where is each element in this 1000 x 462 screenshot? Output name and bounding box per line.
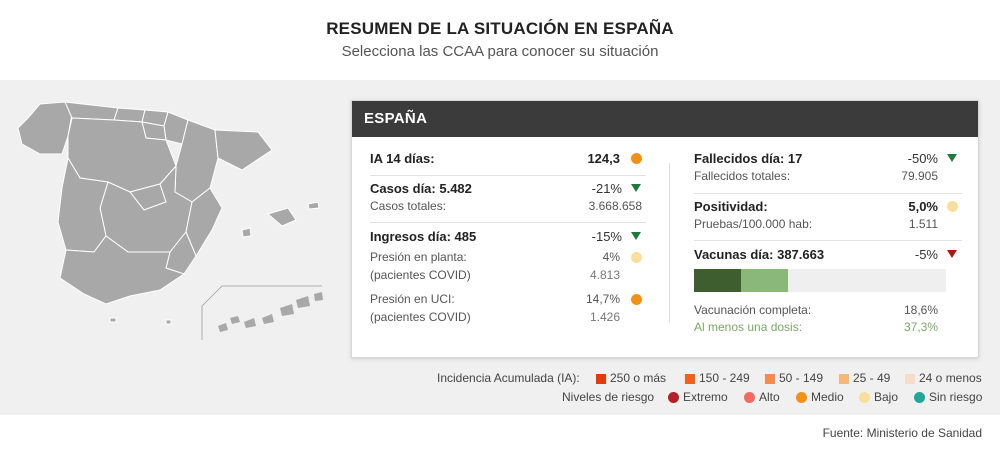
legend-riesgo-item-3: Medio — [811, 390, 844, 404]
fallecidos-row: Fallecidos día: 17 -50% Fallecidos total… — [694, 151, 962, 191]
card-title: ESPAÑA — [352, 101, 978, 137]
map-region-menorca[interactable] — [307, 201, 320, 210]
casos-change: -21% — [591, 181, 622, 196]
fallecidos-label: Fallecidos día: 17 — [694, 151, 803, 166]
planta-label-sub: (pacientes COVID) — [370, 268, 471, 282]
map-region-galicia[interactable] — [17, 101, 73, 155]
page-subtitle: Selecciona las CCAA para conocer su situ… — [341, 43, 659, 60]
legend-ia-swatch-3 — [765, 374, 775, 384]
map-region-andalucia[interactable] — [59, 235, 186, 305]
vacunas-completa-bar — [694, 269, 741, 292]
pruebas-label: Pruebas/100.000 hab: — [694, 217, 813, 231]
divider — [694, 240, 962, 241]
planta-value: 4% — [602, 250, 620, 264]
legend-ia-swatch-4 — [839, 374, 849, 384]
planta-row: Presión en planta: (pacientes COVID) 4% … — [370, 250, 646, 290]
casos-label: Casos día: 5.482 — [370, 181, 472, 196]
legend-ia-swatch-5 — [905, 374, 915, 384]
legend-riesgo-dot-3 — [796, 392, 807, 403]
positividad-row: Positividad: 5,0% Pruebas/100.000 hab: 1… — [694, 199, 962, 239]
uci-label-sub: (pacientes COVID) — [370, 310, 471, 324]
planta-risk-dot — [631, 252, 642, 263]
map-region-ibiza[interactable] — [241, 227, 252, 238]
legend-ia: Incidencia Acumulada (IA): 250 o más 150… — [0, 371, 1000, 387]
trend-down-red-icon — [947, 250, 957, 258]
ia-risk-dot — [631, 153, 642, 164]
trend-down-green-icon — [631, 184, 641, 192]
fallecidos-totales-value: 79.905 — [901, 169, 938, 183]
legend-riesgo-item-1: Extremo — [683, 390, 728, 404]
legend-ia-item-4: 25 - 49 — [853, 371, 891, 385]
ingresos-change: -15% — [591, 229, 622, 244]
trend-down-green-icon — [947, 154, 957, 162]
header: RESUMEN DE LA SITUACIÓN EN ESPAÑA Selecc… — [0, 0, 1000, 80]
casos-row: Casos día: 5.482 -21% Casos totales: 3.6… — [370, 181, 646, 221]
positividad-label: Positividad: — [694, 199, 768, 214]
canarias-inset-border — [201, 285, 322, 340]
legend-riesgo-dot-2 — [744, 392, 755, 403]
legend-riesgo-item-2: Alto — [759, 390, 780, 404]
map-region-asturias[interactable] — [64, 101, 119, 121]
column-divider — [669, 163, 670, 323]
spain-summary-card: ESPAÑA IA 14 días: 124,3 Casos día: 5.48… — [351, 100, 979, 358]
planta-sub-value: 4.813 — [589, 268, 620, 282]
divider — [370, 175, 646, 176]
legend-riesgo-dot-5 — [914, 392, 925, 403]
legend-ia-swatch-2 — [685, 374, 695, 384]
positividad-risk-dot — [947, 201, 958, 212]
map-region-baleares[interactable] — [266, 207, 297, 227]
divider — [370, 222, 646, 223]
ia-row: IA 14 días: 124,3 — [370, 151, 646, 171]
legend-riesgo-label: Niveles de riesgo — [562, 390, 655, 404]
map-region-melilla[interactable] — [165, 319, 172, 325]
map-region-cataluna[interactable] — [214, 129, 273, 171]
ia-label: IA 14 días: — [370, 151, 435, 166]
vacunas-change: -5% — [914, 247, 938, 262]
uci-label: Presión en UCI: — [370, 292, 455, 306]
legend-ia-item-5: 24 o menos — [919, 371, 982, 385]
legend-ia-label: Incidencia Acumulada (IA): — [437, 371, 580, 385]
map-region-canarias[interactable] — [218, 292, 323, 332]
legend-ia-swatch-1 — [596, 374, 606, 384]
fallecidos-change: -50% — [907, 151, 938, 166]
legend-riesgo-dot-4 — [859, 392, 870, 403]
source-note: Fuente: Ministerio de Sanidad — [822, 426, 982, 440]
legend-riesgo: Niveles de riesgo Extremo Alto Medio Baj… — [0, 390, 1000, 406]
uci-row: Presión en UCI: (pacientes COVID) 14,7% … — [370, 292, 646, 332]
pruebas-value: 1.511 — [908, 217, 938, 231]
legend-riesgo-dot-1 — [668, 392, 679, 403]
vacunas-progress-track — [694, 269, 946, 292]
trend-down-green-icon — [631, 232, 641, 240]
vacunas-label: Vacunas día: 387.663 — [694, 247, 825, 262]
map-region-navarra[interactable] — [163, 111, 189, 145]
ingresos-label: Ingresos día: 485 — [370, 229, 477, 244]
map-region-ceuta[interactable] — [109, 317, 117, 323]
dosis-value: 37,3% — [903, 320, 938, 334]
legend-ia-item-2: 150 - 249 — [699, 371, 750, 385]
legend-riesgo-item-5: Sin riesgo — [929, 390, 983, 404]
vacunacion-completa-value: 18,6% — [903, 303, 938, 317]
page-title: RESUMEN DE LA SITUACIÓN EN ESPAÑA — [326, 19, 674, 38]
legend-riesgo-item-4: Bajo — [874, 390, 899, 404]
uci-value: 14,7% — [585, 292, 620, 306]
casos-totales-label: Casos totales: — [370, 199, 447, 213]
legend-ia-item-1: 250 o más — [610, 371, 667, 385]
casos-totales-value: 3.668.658 — [588, 199, 642, 213]
uci-risk-dot — [631, 294, 642, 305]
vacunas-row: Vacunas día: 387.663 -5% Vacunación comp… — [694, 247, 962, 367]
spain-map[interactable] — [10, 96, 340, 346]
fallecidos-totales-label: Fallecidos totales: — [694, 169, 791, 183]
legend-ia-item-3: 50 - 149 — [779, 371, 824, 385]
divider — [694, 193, 962, 194]
ia-value: 124,3 — [587, 151, 620, 166]
dosis-label: Al menos una dosis: — [694, 320, 803, 334]
positividad-value: 5,0% — [908, 199, 938, 214]
planta-label: Presión en planta: — [370, 250, 467, 264]
vacunacion-completa-label: Vacunación completa: — [694, 303, 812, 317]
uci-sub-value: 1.426 — [589, 310, 620, 324]
ingresos-row: Ingresos día: 485 -15% — [370, 229, 646, 249]
